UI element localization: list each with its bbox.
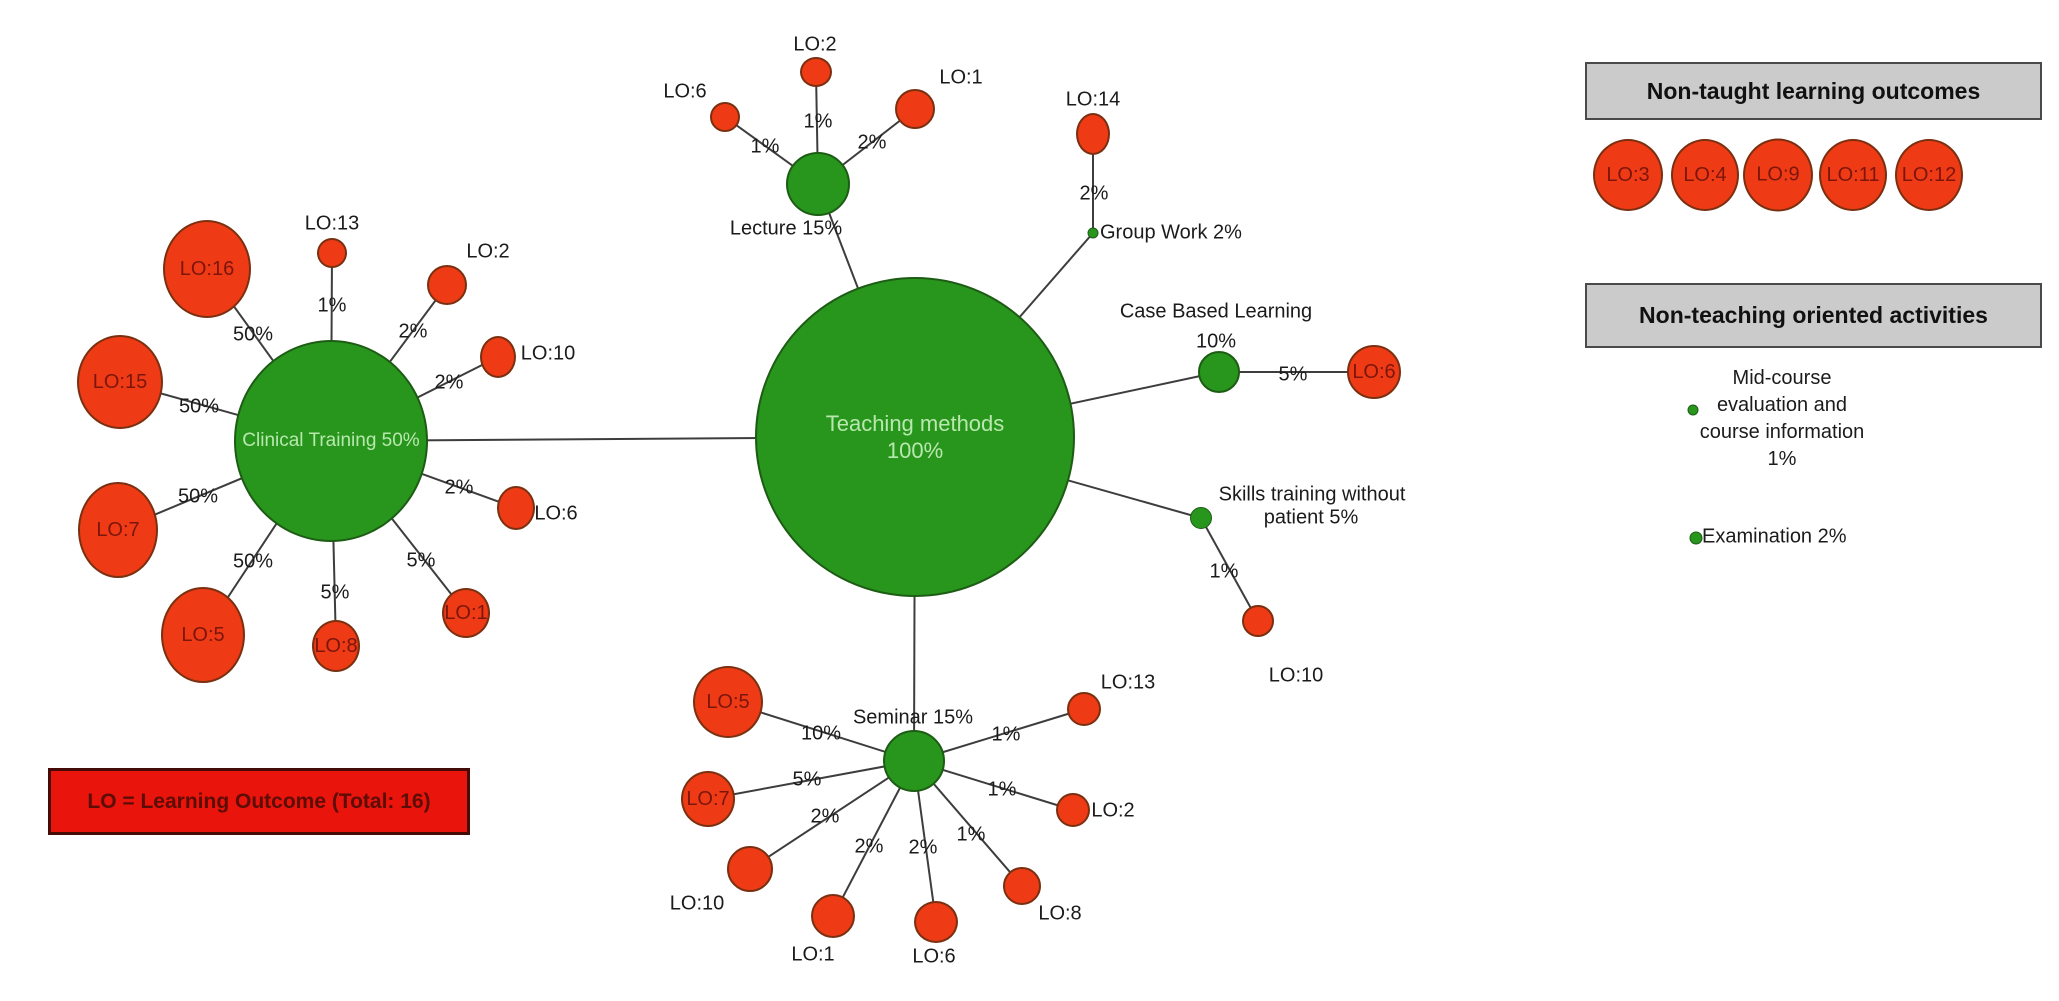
lecture-node-lo1-label: LO:1: [939, 66, 983, 89]
clinical-node-lo1: LO:1: [442, 588, 490, 638]
seminar-node-lo7: LO:7: [681, 771, 735, 827]
lecture-node-lo1: [895, 89, 935, 129]
group-work-node-lo14: [1076, 113, 1110, 155]
clinical-pct-lo6: 2%: [444, 476, 474, 499]
seminar-node-lo5: LO:5: [693, 666, 763, 738]
examination-dot: [1689, 531, 1703, 545]
seminar-pct-lo10: 2%: [810, 805, 840, 828]
examination-label: Examination 2%: [1702, 525, 1847, 548]
seminar-node-lo10-label: LO:10: [669, 892, 725, 915]
clinical-training-hub: Clinical Training 50%: [234, 340, 428, 542]
clinical-node-lo15: LO:15: [77, 335, 163, 429]
clinical-node-lo2: [427, 265, 467, 305]
seminar-pct-lo7: 5%: [792, 768, 822, 791]
clinical-node-lo10-label: LO:10: [520, 342, 576, 365]
clinical-node-lo13-label: LO:13: [304, 212, 360, 235]
clinical-pct-lo13: 1%: [317, 294, 347, 317]
skills-training-node-lo10: [1242, 605, 1274, 637]
seminar-node-lo1-label: LO:1: [791, 943, 835, 966]
clinical-pct-lo10: 2%: [434, 371, 464, 394]
seminar-node-lo10: [727, 846, 773, 892]
case-based-learning-label-line1: Case Based Learning: [1119, 300, 1313, 323]
skills-training-label-line2: patient 5%: [1263, 506, 1359, 529]
seminar-pct-lo5: 10%: [800, 722, 842, 745]
clinical-pct-lo16: 50%: [232, 323, 274, 346]
seminar-node-lo8-label: LO:8: [1038, 902, 1082, 925]
lecture-pct-lo2: 1%: [803, 110, 833, 133]
mid-course-dot: [1687, 404, 1699, 416]
seminar-node-lo1: [811, 894, 855, 938]
clinical-pct-lo5: 50%: [232, 550, 274, 573]
skills-training-pct-lo10: 1%: [1209, 560, 1239, 583]
clinical-pct-lo8: 5%: [320, 581, 350, 604]
seminar-node-lo6-label: LO:6: [912, 945, 956, 968]
skills-training-label-line1: Skills training without: [1218, 483, 1406, 506]
clinical-node-lo7: LO:7: [78, 482, 158, 578]
case-based-learning-node-lo6: LO:6: [1347, 345, 1401, 399]
group-work-hub: [1087, 227, 1099, 239]
lecture-node-lo2: [800, 57, 832, 87]
clinical-pct-lo7: 50%: [177, 485, 219, 508]
edge-skills-lo10: [1200, 517, 1259, 622]
legend-note-box: LO = Learning Outcome (Total: 16): [48, 768, 470, 835]
lecture-hub: [786, 152, 850, 216]
seminar-label: Seminar 15%: [852, 706, 974, 729]
mid-course-label: Mid-course evaluation and course informa…: [1699, 367, 1865, 470]
seminar-node-lo2-label: LO:2: [1091, 799, 1135, 822]
non-taught-node-lo4: LO:4: [1671, 139, 1739, 211]
clinical-node-lo6: [497, 486, 535, 530]
teaching-methods-hub: Teaching methods 100%: [755, 277, 1075, 597]
seminar-pct-lo8: 1%: [956, 823, 986, 846]
clinical-node-lo8: LO:8: [312, 620, 360, 672]
seminar-pct-lo1: 2%: [854, 835, 884, 858]
non-taught-node-lo9: LO:9: [1743, 138, 1813, 212]
non-taught-node-lo12: LO:12: [1895, 139, 1963, 211]
clinical-pct-lo1: 5%: [406, 549, 436, 572]
clinical-node-lo10: [480, 336, 516, 378]
clinical-training-label: Clinical Training 50%: [242, 430, 420, 451]
skills-training-node-lo10-label: LO:10: [1268, 664, 1324, 687]
case-based-learning-hub: [1198, 351, 1240, 393]
edge-seminar-lo10: [749, 760, 915, 870]
group-work-node-lo14-label: LO:14: [1065, 88, 1121, 111]
clinical-node-lo6-label: LO:6: [534, 502, 578, 525]
lecture-pct-lo6: 1%: [750, 135, 780, 158]
clinical-pct-lo2: 2%: [398, 320, 428, 343]
case-based-learning-label-line2: 10%: [1195, 330, 1237, 353]
seminar-hub: [883, 730, 945, 792]
non-taught-header: Non-taught learning outcomes: [1585, 62, 2042, 120]
seminar-node-lo2: [1056, 793, 1090, 827]
seminar-node-lo8: [1003, 867, 1041, 905]
non-taught-node-lo3: LO:3: [1593, 139, 1663, 211]
seminar-pct-lo2: 1%: [987, 778, 1017, 801]
clinical-node-lo2-label: LO:2: [466, 240, 510, 263]
group-work-pct-lo14: 2%: [1079, 182, 1109, 205]
non-taught-node-lo11: LO:11: [1819, 139, 1887, 211]
clinical-node-lo5: LO:5: [161, 587, 245, 683]
clinical-node-lo13: [317, 238, 347, 268]
clinical-pct-lo15: 50%: [178, 395, 220, 418]
lecture-label: Lecture 15%: [729, 217, 843, 240]
seminar-pct-lo13: 1%: [991, 723, 1021, 746]
seminar-node-lo13: [1067, 692, 1101, 726]
case-based-learning-pct-lo6: 5%: [1278, 363, 1308, 386]
lecture-node-lo2-label: LO:2: [793, 33, 837, 56]
seminar-pct-lo6: 2%: [908, 836, 938, 859]
teaching-methods-label: Teaching methods 100%: [825, 411, 1005, 463]
seminar-node-lo13-label: LO:13: [1100, 671, 1156, 694]
lecture-pct-lo1: 2%: [857, 131, 887, 154]
seminar-node-lo6: [914, 901, 958, 943]
legend-note-text: LO = Learning Outcome (Total: 16): [87, 789, 431, 813]
lecture-node-lo6-label: LO:6: [663, 80, 707, 103]
skills-training-hub: [1190, 507, 1212, 529]
group-work-label: Group Work 2%: [1100, 221, 1242, 244]
clinical-node-lo16: LO:16: [163, 220, 251, 318]
lecture-node-lo6: [710, 102, 740, 132]
edge-seminar-lo7: [707, 760, 915, 800]
non-teaching-header: Non-teaching oriented activities: [1585, 283, 2042, 348]
